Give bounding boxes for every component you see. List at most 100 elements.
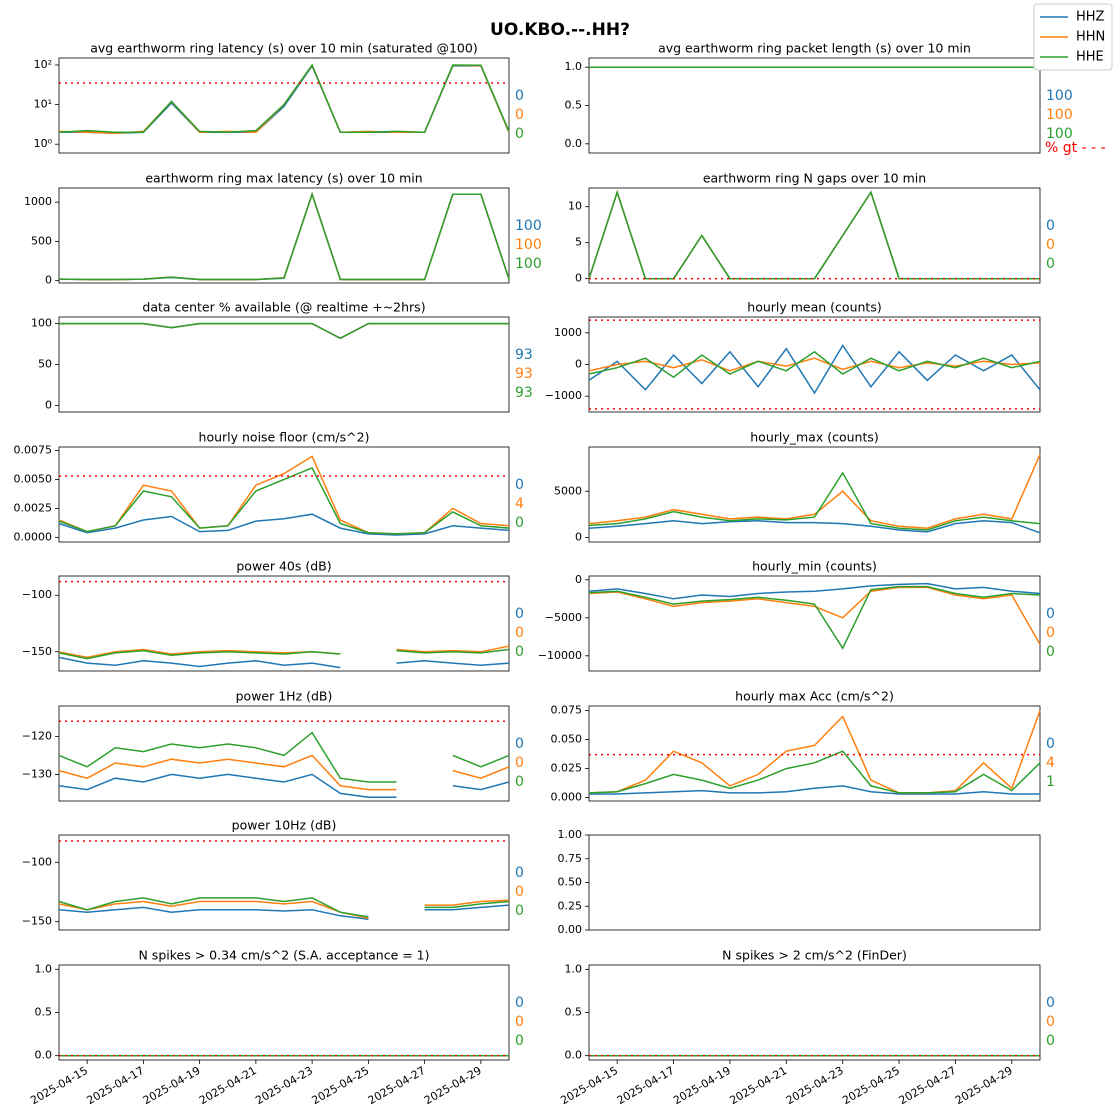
panel-title: hourly noise floor (cm/s^2) [199, 430, 370, 445]
percent-label: 0 [515, 1033, 524, 1049]
y-tick-label: 500 [31, 234, 52, 247]
legend-label: HHN [1076, 30, 1105, 45]
y-tick-label: 0.0000 [14, 530, 53, 543]
percent-label: 0 [515, 515, 524, 531]
percent-label: 0 [515, 606, 524, 622]
percent-label: 0 [515, 755, 524, 771]
x-tick-label: 2025-04-21 [727, 1064, 789, 1107]
y-tick-label: −130 [22, 767, 52, 780]
percent-label: 0 [515, 126, 524, 142]
y-tick-label: −100 [22, 855, 52, 868]
x-tick-label: 2025-04-23 [253, 1064, 315, 1107]
series-line [58, 773, 510, 798]
axes-frame [58, 575, 510, 672]
y-tick-label: 0.0050 [14, 472, 53, 485]
series-line [588, 189, 1040, 280]
percent-label: 0 [515, 774, 524, 790]
percent-label: 0 [1046, 736, 1055, 752]
legend-label: HHE [1076, 50, 1104, 65]
percent-label: 0 [515, 88, 524, 104]
y-tick-label: 0.00 [558, 923, 583, 936]
percent-label: 0 [515, 107, 524, 123]
series-line [58, 513, 510, 536]
x-tick-label: 2025-04-27 [897, 1064, 959, 1107]
panel-title: hourly_min (counts) [752, 559, 877, 574]
y-tick-label: −100 [22, 588, 52, 601]
panel-title: N spikes > 0.34 cm/s^2 (S.A. acceptance … [138, 948, 429, 963]
y-tick-label: 0 [575, 530, 582, 543]
axes-frame [588, 834, 1041, 931]
series-line [588, 520, 1041, 534]
percent-label: 100 [515, 237, 542, 253]
x-tick-label: 2025-04-29 [422, 1064, 484, 1107]
y-tick-label: 10 [568, 200, 582, 213]
axes-frame [588, 964, 1041, 1061]
y-tick-label: −150 [22, 645, 52, 658]
series-line [588, 344, 1041, 395]
series-line [588, 454, 1041, 529]
y-tick-label: 0 [575, 272, 582, 285]
series-line [58, 648, 510, 660]
percent-label: 0 [1046, 644, 1055, 660]
axes-frame [588, 446, 1041, 543]
x-tick-label: 2025-04-25 [840, 1064, 902, 1107]
percent-label: 0 [515, 477, 524, 493]
series-line [58, 63, 510, 134]
axes-frame [588, 57, 1041, 154]
panel-title: power 40s (dB) [236, 559, 331, 574]
percent-label: 4 [515, 496, 524, 512]
y-tick-label: 0.0075 [14, 443, 53, 456]
panel-title: avg earthworm ring latency (s) over 10 m… [90, 41, 477, 56]
axes-frame [58, 964, 510, 1061]
series-line [58, 191, 510, 281]
y-tick-label: −1000 [545, 389, 582, 402]
series-line [58, 466, 510, 535]
panel-title: power 1Hz (dB) [236, 689, 333, 704]
axes-frame [588, 705, 1041, 802]
y-tick-label: 1.0 [35, 962, 53, 975]
suptitle: UO.KBO.--.HH? [490, 20, 630, 40]
x-tick-label: 2025-04-17 [615, 1064, 677, 1107]
percent-label: 0 [1046, 1014, 1055, 1030]
percent-label: 0 [515, 644, 524, 660]
y-tick-label: 0.0 [35, 1049, 53, 1062]
series-line [588, 582, 1041, 600]
threshold-note: % gt - - - [1045, 140, 1106, 156]
y-tick-label: 0.75 [558, 852, 583, 865]
panel-title: earthworm ring N gaps over 10 min [703, 171, 926, 186]
x-tick-label: 2025-04-15 [28, 1064, 90, 1107]
y-tick-label: 1000 [24, 195, 52, 208]
percent-label: 93 [515, 347, 533, 363]
y-tick-label: 0.25 [558, 899, 583, 912]
series-line [59, 322, 509, 340]
percent-label: 0 [515, 903, 524, 919]
y-tick-label: 0.0 [565, 137, 583, 150]
x-tick-label: 2025-04-19 [141, 1064, 203, 1107]
series-line [58, 455, 510, 535]
percent-label: 4 [1046, 755, 1055, 771]
y-tick-label: 100 [31, 317, 52, 330]
percent-label: 0 [515, 995, 524, 1011]
y-tick-label: 1000 [554, 326, 582, 339]
series-line [58, 904, 510, 921]
series-line [588, 189, 1040, 280]
percent-label: 100 [515, 256, 542, 272]
panel-title: power 10Hz (dB) [232, 818, 337, 833]
percent-label: 1 [1046, 774, 1055, 790]
y-tick-label: 0 [45, 398, 52, 411]
percent-label: 0 [515, 865, 524, 881]
y-tick-label: 10¹ [34, 98, 52, 111]
panel-title: hourly max Acc (cm/s^2) [735, 689, 894, 704]
percent-label: 100 [515, 218, 542, 234]
y-tick-label: 1.0 [565, 962, 583, 975]
panel-title: earthworm ring max latency (s) over 10 m… [145, 171, 422, 186]
panel-title: data center % available (@ realtime +~2h… [142, 300, 425, 315]
series-line [589, 785, 1040, 795]
series-line [58, 191, 510, 281]
y-tick-label: 0.0025 [14, 501, 53, 514]
legend-box [1033, 3, 1113, 71]
y-tick-label: −150 [22, 915, 52, 928]
percent-label: 93 [515, 385, 533, 401]
